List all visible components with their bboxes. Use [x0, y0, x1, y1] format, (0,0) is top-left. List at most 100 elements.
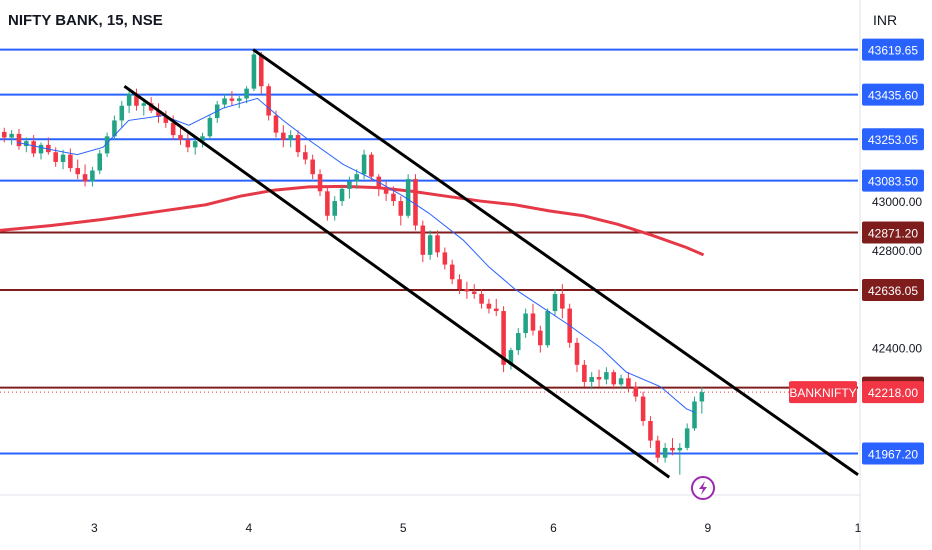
- candle-body: [427, 235, 433, 255]
- price-tag: [862, 128, 924, 151]
- candle-body: [442, 252, 448, 265]
- x-tick-label: 3: [91, 521, 98, 535]
- candle-body: [391, 193, 396, 202]
- last-price-tag: [862, 381, 924, 404]
- candle-body: [163, 116, 169, 123]
- y-tick-label: 42400.00: [872, 342, 922, 356]
- price-tag-label: 43083.50: [868, 175, 918, 189]
- candle-body: [141, 103, 147, 106]
- candle-body: [626, 378, 631, 387]
- channel-line: [123, 84, 671, 479]
- candle-body: [582, 364, 587, 382]
- candle-body: [633, 386, 639, 397]
- candle-body: [192, 141, 198, 148]
- candle-body: [126, 93, 132, 106]
- candle-body: [75, 168, 80, 175]
- ema-slow-line: [0, 184, 705, 257]
- candle-body: [684, 428, 690, 448]
- symbol-tag-label: BANKNIFTY: [789, 386, 856, 400]
- price-tag: [862, 221, 924, 244]
- candle-body: [38, 144, 44, 154]
- candle-body: [405, 179, 411, 216]
- candle-body: [449, 264, 455, 280]
- x-tick-label: 9: [705, 521, 712, 535]
- candle-body: [200, 136, 205, 142]
- candle-body: [273, 115, 279, 133]
- price-tag-label: 42636.05: [868, 284, 918, 298]
- candle-body: [259, 54, 264, 87]
- y-tick-label: 42800.00: [872, 244, 922, 258]
- candle-body: [662, 447, 668, 458]
- candle-body: [229, 98, 235, 101]
- candle-body: [317, 174, 323, 192]
- candle-body: [112, 120, 117, 137]
- price-tag: [862, 83, 924, 106]
- price-tag-label: 43253.05: [868, 133, 918, 147]
- candle-body: [530, 313, 536, 331]
- candle-body: [383, 188, 389, 194]
- price-tag: [862, 442, 924, 465]
- candle-body: [90, 170, 95, 182]
- candle-body: [655, 440, 661, 458]
- candle-body: [479, 293, 484, 304]
- currency-label: INR: [873, 12, 898, 28]
- price-tag-label: 42871.20: [868, 227, 918, 241]
- candle-body: [398, 201, 404, 216]
- candle-body: [516, 333, 521, 351]
- price-tag: [862, 38, 924, 61]
- candle-body: [501, 311, 506, 365]
- candle-body: [471, 291, 477, 294]
- candle-body: [332, 201, 337, 216]
- candle-body: [82, 174, 88, 182]
- candle-body: [251, 54, 257, 89]
- candle-body: [618, 378, 624, 385]
- candle-body: [16, 133, 22, 147]
- candle-body: [464, 289, 470, 292]
- candle-body: [68, 154, 73, 169]
- candle-body: [60, 154, 66, 162]
- symbol-tag: [789, 381, 857, 404]
- candle-body: [560, 293, 565, 309]
- channel-line: [252, 48, 859, 477]
- price-tag-label: 43435.60: [868, 89, 918, 103]
- candle-body: [281, 132, 286, 140]
- candle-body: [574, 342, 580, 365]
- candle-body: [295, 135, 301, 153]
- candle-body: [435, 235, 440, 253]
- candle-body: [222, 98, 227, 105]
- candle-body: [677, 447, 683, 451]
- x-tick-label: 6: [550, 521, 557, 535]
- candle-body: [104, 136, 110, 154]
- chart-title: NIFTY BANK, 15, NSE: [8, 12, 163, 29]
- candle-body: [545, 311, 550, 346]
- candle-body: [420, 225, 426, 255]
- candle-body: [266, 86, 271, 116]
- candle-body: [325, 191, 330, 216]
- candle-body: [339, 188, 345, 202]
- candle-body: [303, 152, 308, 160]
- candle-body: [178, 135, 183, 140]
- candle-body: [2, 131, 7, 138]
- candle-body: [244, 88, 249, 99]
- x-tick-label: 1: [855, 521, 862, 535]
- candle-body: [119, 105, 125, 121]
- candle-body: [361, 154, 367, 175]
- candle-body: [457, 279, 462, 290]
- candle-body: [552, 293, 558, 312]
- candle-body: [699, 392, 705, 402]
- price-tag: [862, 169, 924, 192]
- candle-body: [611, 372, 617, 385]
- candle-body: [413, 179, 418, 226]
- price-tag: [862, 279, 924, 302]
- candle-body: [692, 401, 697, 429]
- y-tick-label: 43000.00: [872, 195, 922, 209]
- candle-body: [288, 135, 293, 140]
- candle-body: [9, 133, 14, 138]
- last-price-label: 42218.00: [868, 386, 918, 400]
- candle-body: [604, 372, 609, 380]
- x-tick-label: 4: [245, 521, 252, 535]
- candle-body: [670, 447, 675, 451]
- candle-body: [156, 110, 161, 117]
- ema-fast-line: [17, 97, 696, 413]
- candle-body: [640, 396, 646, 422]
